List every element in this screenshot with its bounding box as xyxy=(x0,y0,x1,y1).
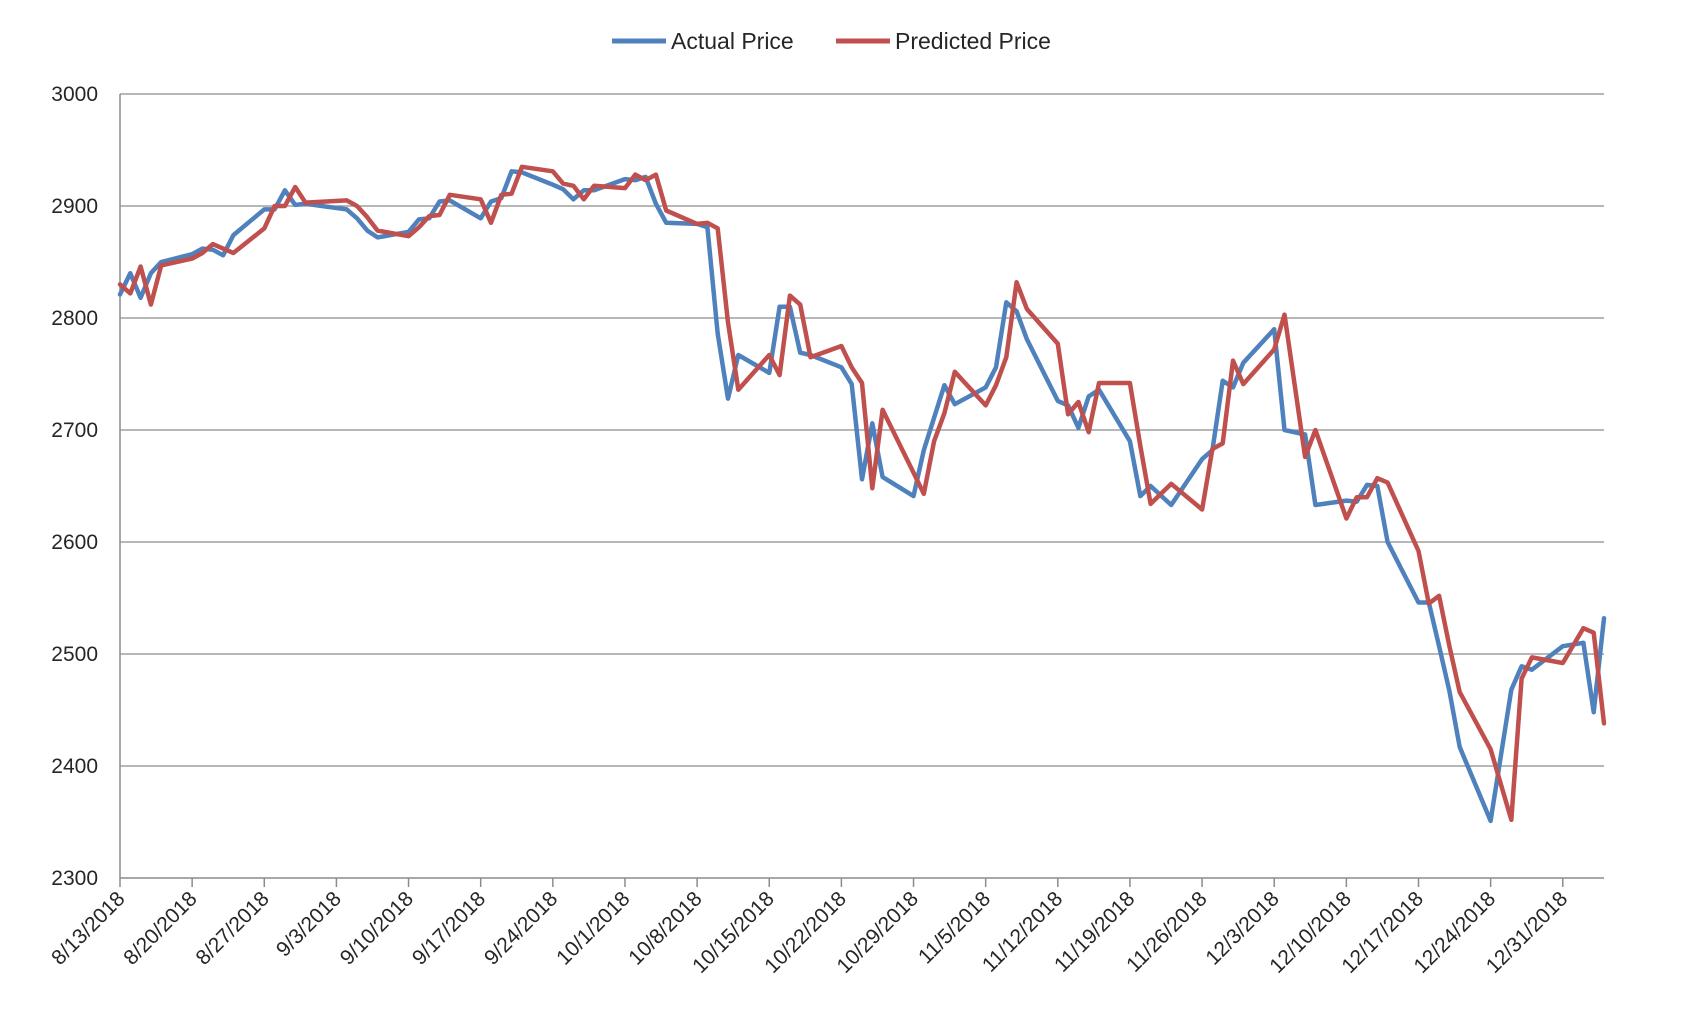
y-tick-label: 2600 xyxy=(51,531,98,554)
y-tick-label: 2500 xyxy=(51,643,98,666)
grid-layer xyxy=(120,93,1604,767)
x-tick-label: 8/27/2018 xyxy=(191,887,273,969)
legend-label-predicted-price: Predicted Price xyxy=(895,28,1051,54)
x-tick-label: 9/17/2018 xyxy=(408,887,490,969)
x-tick-label: 10/1/2018 xyxy=(552,887,634,969)
axis-layer: 2300 2400 2500 2600 2700 2800 2900 3000 8/13/201… xyxy=(47,83,1604,978)
series-line-actual-price xyxy=(117,169,1607,824)
y-tick-label: 2800 xyxy=(51,307,98,330)
y-tick-label: 2400 xyxy=(51,755,98,778)
legend-label-actual-price: Actual Price xyxy=(671,28,794,54)
y-tick-label: 2700 xyxy=(51,419,98,442)
x-tick-label: 9/3/2018 xyxy=(272,887,346,961)
x-tick-label: 8/13/2018 xyxy=(47,887,129,969)
y-tick-label: 3000 xyxy=(51,83,98,106)
y-tick-label: 2900 xyxy=(51,195,98,218)
x-tick-label: 8/20/2018 xyxy=(119,887,201,969)
series-layer xyxy=(117,164,1607,824)
legend: Actual Price Predicted Price xyxy=(612,28,1051,54)
y-tick-label: 2300 xyxy=(51,867,98,890)
x-tick-label: 9/10/2018 xyxy=(336,887,418,969)
series-line-predicted-price xyxy=(117,164,1607,823)
x-tick-label: 9/24/2018 xyxy=(480,887,562,969)
